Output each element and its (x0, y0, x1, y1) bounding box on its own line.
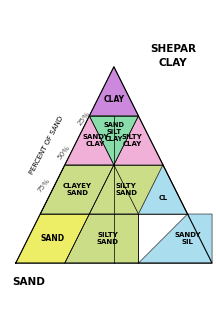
Polygon shape (65, 116, 114, 165)
Text: SAND
SILT
CLAY: SAND SILT CLAY (103, 122, 124, 142)
Text: CL: CL (158, 195, 168, 201)
Text: 50%: 50% (57, 144, 71, 160)
Text: PERCENT OF SAND: PERCENT OF SAND (28, 115, 64, 175)
Text: SILTY
CLAY: SILTY CLAY (122, 134, 143, 147)
Text: CLAY: CLAY (159, 58, 187, 68)
Polygon shape (89, 165, 163, 214)
Polygon shape (138, 165, 187, 214)
Text: SILTY
SAND: SILTY SAND (115, 183, 137, 196)
Polygon shape (65, 214, 138, 263)
Text: SANDY
SIL: SANDY SIL (174, 232, 201, 245)
Polygon shape (89, 116, 138, 165)
Polygon shape (114, 116, 163, 165)
Polygon shape (16, 214, 89, 263)
Text: CLAY: CLAY (103, 95, 124, 104)
Polygon shape (89, 67, 138, 116)
Polygon shape (40, 165, 114, 214)
Text: 75%: 75% (37, 177, 51, 194)
Polygon shape (138, 214, 212, 263)
Text: SILTY
SAND: SILTY SAND (97, 232, 119, 245)
Text: SAND: SAND (40, 234, 65, 243)
Text: SAND: SAND (12, 277, 45, 287)
Text: SANDY
CLAY: SANDY CLAY (82, 134, 109, 147)
Text: 25%: 25% (76, 110, 91, 127)
Text: SHEPAR: SHEPAR (150, 44, 196, 54)
Text: CLAYEY
SAND: CLAYEY SAND (63, 183, 92, 196)
